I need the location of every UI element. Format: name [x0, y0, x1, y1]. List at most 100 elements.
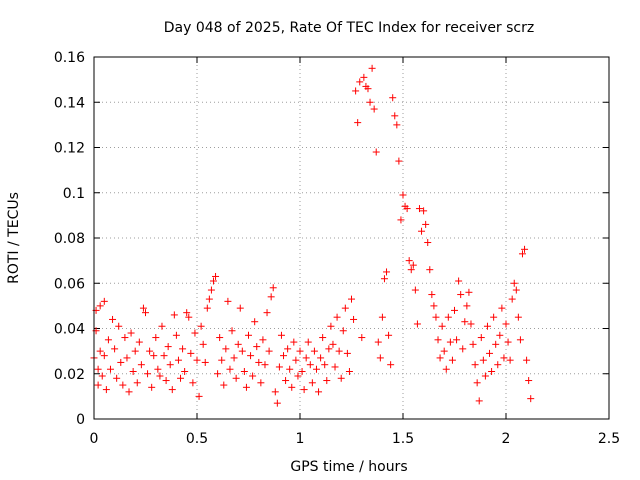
data-point — [236, 304, 244, 312]
plot-frame — [93, 56, 610, 420]
data-point — [142, 309, 149, 317]
data-point — [286, 365, 294, 373]
x-tick-label: 2 — [502, 431, 511, 447]
data-point — [436, 354, 444, 362]
data-point — [525, 377, 533, 385]
data-point — [232, 374, 240, 382]
data-point — [413, 320, 421, 328]
data-point — [354, 119, 362, 127]
data-point — [288, 383, 296, 391]
data-point — [152, 334, 160, 342]
data-point — [345, 367, 353, 375]
chart-title: Day 048 of 2025, Rate Of TEC Index for r… — [164, 20, 534, 36]
data-point — [455, 277, 463, 285]
data-point — [247, 352, 255, 360]
data-point — [374, 338, 382, 346]
data-point — [383, 268, 391, 276]
data-point — [137, 361, 145, 369]
data-point — [172, 331, 180, 339]
data-point — [271, 388, 279, 396]
data-point — [310, 347, 318, 355]
data-point — [510, 279, 518, 287]
data-point — [444, 313, 452, 321]
data-point — [496, 331, 504, 339]
data-point — [193, 356, 201, 364]
data-point — [426, 266, 434, 274]
y-tick-label: 0.04 — [54, 322, 85, 338]
data-point — [481, 372, 489, 380]
data-point — [350, 315, 358, 323]
y-tick-label: 0.12 — [54, 141, 85, 157]
data-point — [195, 392, 203, 400]
data-point — [317, 354, 325, 362]
data-point — [483, 322, 491, 330]
y-tick-label: 0.06 — [54, 276, 85, 292]
data-point — [467, 320, 475, 328]
data-point — [492, 340, 500, 348]
data-point — [471, 361, 479, 369]
data-point — [343, 349, 351, 357]
data-point — [527, 395, 535, 403]
x-axis-label: GPS time / hours — [290, 459, 407, 475]
data-point — [319, 334, 327, 342]
data-point — [463, 302, 471, 310]
data-point — [453, 336, 461, 344]
data-point — [216, 334, 224, 342]
data-point — [238, 347, 246, 355]
data-point — [228, 327, 236, 335]
data-point — [380, 275, 388, 283]
data-point — [504, 338, 512, 346]
data-point — [117, 358, 125, 366]
data-point — [242, 383, 250, 391]
data-point — [189, 379, 197, 387]
data-point — [273, 399, 281, 407]
data-point — [337, 374, 345, 382]
data-point — [461, 318, 469, 326]
data-point — [372, 148, 380, 156]
data-point — [300, 386, 308, 394]
data-point — [409, 261, 417, 269]
data-point — [249, 372, 257, 380]
data-point — [197, 322, 205, 330]
y-tick-label: 0.08 — [54, 231, 85, 247]
data-point — [96, 347, 104, 355]
data-point — [150, 352, 158, 360]
data-point — [430, 302, 438, 310]
data-point — [459, 345, 467, 353]
data-point — [521, 245, 529, 253]
data-point — [251, 318, 259, 326]
data-point — [304, 338, 312, 346]
data-point — [158, 322, 166, 330]
data-point — [261, 361, 269, 369]
data-point — [181, 367, 189, 375]
data-point — [131, 347, 139, 355]
data-point — [490, 313, 498, 321]
data-point — [418, 227, 426, 235]
data-point — [331, 363, 339, 371]
data-point — [506, 356, 514, 364]
data-point — [144, 370, 152, 378]
data-point — [473, 379, 481, 387]
data-point — [183, 309, 191, 317]
data-point — [465, 288, 473, 296]
data-point — [102, 386, 110, 394]
data-point — [440, 347, 448, 355]
x-tick-label: 0.5 — [186, 431, 208, 447]
x-tick-label: 1.5 — [392, 431, 414, 447]
data-point — [366, 98, 374, 106]
data-point — [218, 356, 226, 364]
data-point — [123, 354, 131, 362]
data-point — [179, 345, 187, 353]
data-point — [385, 331, 393, 339]
data-point — [113, 374, 121, 382]
data-point — [257, 379, 265, 387]
data-point — [106, 365, 114, 373]
data-point — [335, 347, 343, 355]
data-point — [308, 379, 316, 387]
data-point — [306, 361, 314, 369]
data-point — [125, 388, 133, 396]
points-layer — [90, 64, 535, 407]
y-tick-label: 0.1 — [63, 186, 85, 202]
data-point — [259, 336, 267, 344]
